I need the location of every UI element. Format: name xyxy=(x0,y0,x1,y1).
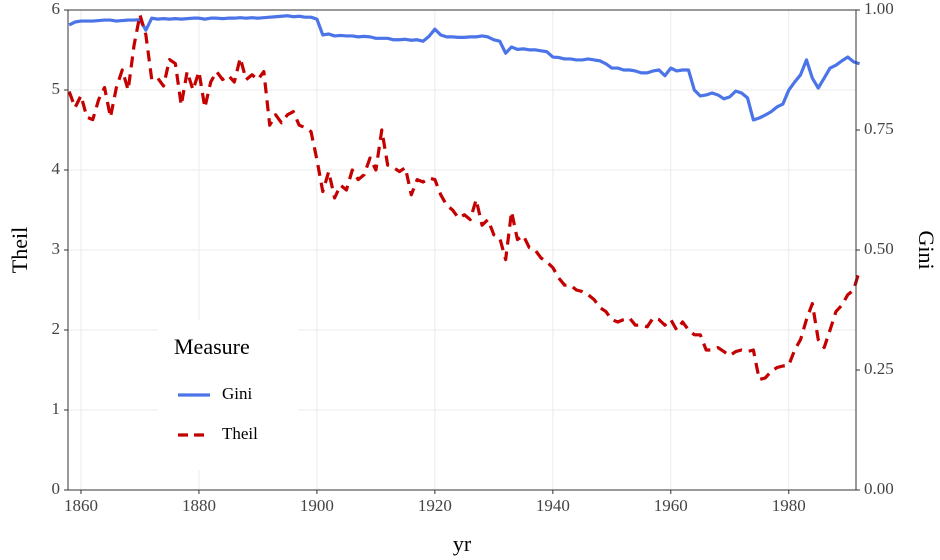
legend-label: Gini xyxy=(222,384,253,403)
x-axis-title: yr xyxy=(453,531,472,556)
x-tick-label: 1860 xyxy=(64,496,98,515)
x-tick-label: 1980 xyxy=(772,496,806,515)
y-tick-label: 2 xyxy=(52,319,61,338)
x-tick-label: 1880 xyxy=(182,496,216,515)
y2-tick-label: 0.00 xyxy=(864,479,894,498)
y-tick-label: 4 xyxy=(52,159,61,178)
y2-tick-label: 0.50 xyxy=(864,239,894,258)
axes: 1860 1880 1900 1920 1940 1960 1980 0 1 2 3 4 5 6 0.00 0… xyxy=(52,0,894,515)
legend: Measure Gini Theil xyxy=(158,320,298,470)
x-tick-label: 1960 xyxy=(654,496,688,515)
y2-axis-title: Gini xyxy=(914,230,939,269)
legend-title: Measure xyxy=(174,334,250,359)
legend-label: Theil xyxy=(222,424,258,443)
y-tick-label: 5 xyxy=(52,79,61,98)
y2-tick-label: 0.75 xyxy=(864,119,894,138)
y-tick-label: 0 xyxy=(52,479,61,498)
x-tick-label: 1940 xyxy=(536,496,570,515)
x-tick-label: 1900 xyxy=(300,496,334,515)
line-series xyxy=(67,13,862,382)
y-axis-title: Theil xyxy=(7,227,32,273)
y-tick-label: 3 xyxy=(52,239,61,258)
y-tick-label: 1 xyxy=(52,399,61,418)
x-tick-label: 1920 xyxy=(418,496,452,515)
y2-tick-label: 1.00 xyxy=(864,0,894,18)
line-series xyxy=(68,14,861,122)
lines xyxy=(67,13,862,382)
y2-tick-label: 0.25 xyxy=(864,359,894,378)
y-tick-label: 6 xyxy=(52,0,61,18)
